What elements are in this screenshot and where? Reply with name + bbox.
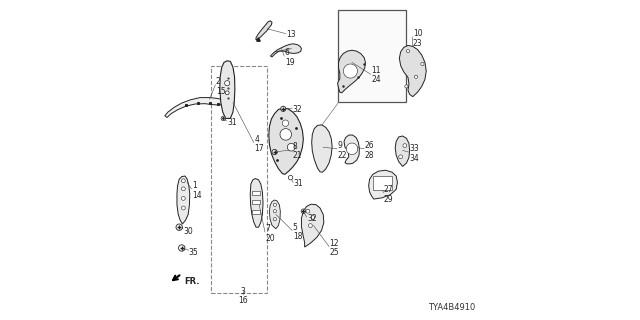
Polygon shape [269,108,303,174]
Text: 10
23: 10 23 [413,29,422,48]
Polygon shape [399,45,426,97]
Circle shape [288,175,293,180]
Polygon shape [250,179,263,227]
Text: 1
14: 1 14 [192,181,202,200]
Polygon shape [165,98,226,117]
Text: 27
29: 27 29 [384,185,394,204]
Polygon shape [338,50,365,93]
Text: 4
17: 4 17 [254,135,264,153]
Bar [338,10,406,102]
Text: 3
16: 3 16 [238,287,248,305]
Text: 5
18: 5 18 [292,223,302,241]
Circle shape [221,116,226,121]
Polygon shape [301,204,324,247]
Text: TYA4B4910: TYA4B4910 [428,303,475,312]
Text: 35: 35 [189,248,198,257]
Text: 31: 31 [294,180,303,188]
Text: 13: 13 [287,30,296,39]
Circle shape [346,143,358,155]
Polygon shape [270,44,301,57]
Circle shape [273,203,276,206]
Polygon shape [220,61,235,118]
Text: 6
19: 6 19 [285,48,294,67]
Text: 11
24: 11 24 [371,66,381,84]
Circle shape [404,85,408,88]
Circle shape [311,216,315,220]
Polygon shape [269,200,280,229]
Circle shape [225,91,229,95]
Polygon shape [256,21,272,40]
Text: 32: 32 [292,105,303,114]
Text: 9
22: 9 22 [338,141,347,160]
Polygon shape [369,170,397,199]
Circle shape [306,209,310,213]
Circle shape [287,143,295,151]
Text: 26
28: 26 28 [365,141,374,160]
Bar [252,210,260,214]
Text: 33
34: 33 34 [409,144,419,163]
Circle shape [273,210,276,213]
Bar [252,191,260,195]
Circle shape [280,129,292,140]
Text: 31: 31 [227,118,237,127]
Bar [372,176,392,190]
Text: 8
21: 8 21 [292,142,302,160]
Text: 12
25: 12 25 [330,239,339,257]
Circle shape [421,62,424,66]
Circle shape [308,224,312,228]
Circle shape [182,206,186,210]
Polygon shape [177,176,189,224]
Circle shape [399,155,403,159]
Text: 7
20: 7 20 [266,224,275,243]
Text: 30: 30 [183,227,193,236]
Circle shape [272,149,277,155]
Circle shape [179,245,185,251]
Circle shape [406,50,410,53]
Polygon shape [396,136,410,166]
Circle shape [343,64,357,78]
Circle shape [225,81,230,86]
Polygon shape [312,125,332,172]
Circle shape [415,75,418,78]
Text: FR.: FR. [184,277,200,286]
Polygon shape [344,135,360,164]
Circle shape [273,218,276,221]
Circle shape [182,187,186,191]
Bar [211,66,268,293]
Bar [252,200,260,204]
Text: 32: 32 [307,214,317,223]
Circle shape [182,179,186,183]
Circle shape [282,120,289,126]
Circle shape [301,209,306,213]
Circle shape [176,224,182,230]
Text: 2
15: 2 15 [216,77,226,96]
Circle shape [403,144,407,148]
Circle shape [182,196,186,200]
Circle shape [280,106,285,111]
